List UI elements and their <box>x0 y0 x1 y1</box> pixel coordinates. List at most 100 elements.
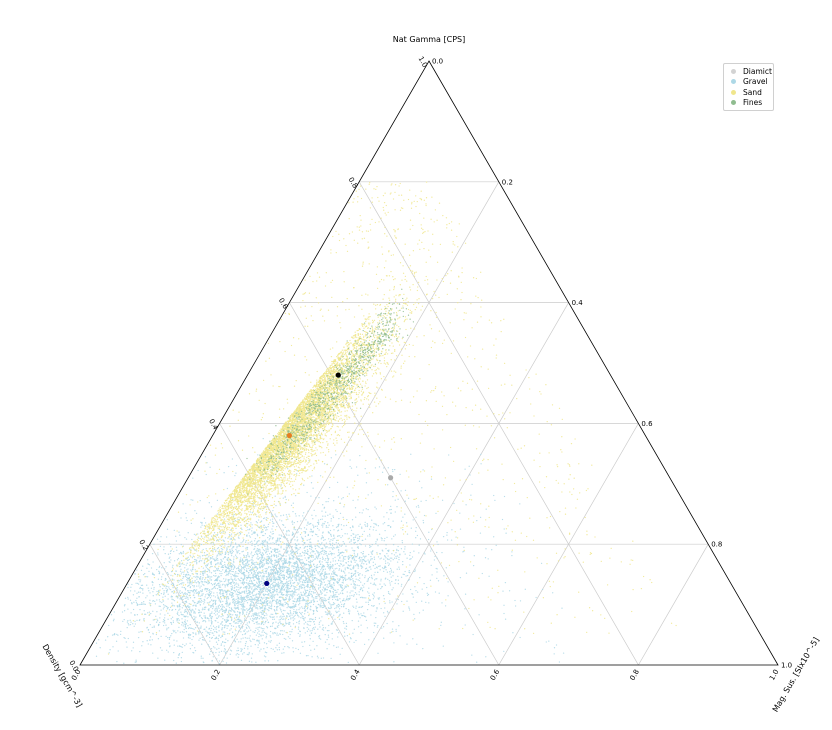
data-point <box>280 545 282 547</box>
data-point <box>136 597 138 599</box>
data-point <box>258 552 260 554</box>
data-point <box>201 609 204 611</box>
data-point <box>485 508 487 510</box>
data-point <box>181 582 183 584</box>
data-point <box>441 602 443 604</box>
data-point <box>290 618 292 620</box>
data-point <box>245 556 247 559</box>
data-point <box>278 591 280 594</box>
data-point <box>300 536 303 538</box>
data-point <box>388 580 391 582</box>
data-point <box>304 621 307 623</box>
data-point <box>221 580 223 583</box>
data-point <box>289 576 291 579</box>
data-point <box>339 535 341 537</box>
data-point <box>292 590 294 593</box>
data-point <box>206 617 208 619</box>
data-point <box>138 595 140 598</box>
data-point <box>360 567 363 569</box>
data-point <box>393 661 395 663</box>
data-point <box>335 591 337 594</box>
data-point <box>206 554 209 556</box>
data-point <box>173 605 176 607</box>
data-point <box>328 581 331 583</box>
data-point <box>234 574 236 576</box>
data-point <box>241 621 243 624</box>
data-point <box>302 561 304 564</box>
data-point <box>336 596 339 598</box>
data-point <box>322 629 325 631</box>
data-point <box>365 555 367 557</box>
data-point <box>219 586 222 588</box>
data-point <box>428 531 430 533</box>
data-point <box>211 660 213 662</box>
data-point <box>308 581 310 583</box>
data-point <box>333 584 335 587</box>
data-point <box>218 626 220 629</box>
data-point <box>265 602 268 604</box>
data-point <box>269 596 271 599</box>
data-point <box>167 553 170 555</box>
data-point <box>355 639 357 642</box>
data-point <box>376 607 378 609</box>
data-point <box>277 634 279 636</box>
data-point <box>291 534 294 536</box>
data-point <box>338 618 341 620</box>
data-point <box>330 554 333 556</box>
data-point <box>163 618 165 621</box>
data-point <box>362 555 365 557</box>
data-point <box>256 617 258 619</box>
data-point <box>326 561 328 564</box>
data-point <box>312 591 314 593</box>
data-point <box>185 512 187 515</box>
data-point <box>218 660 221 662</box>
data-point <box>244 645 247 647</box>
data-point <box>445 567 447 569</box>
data-point <box>316 558 319 560</box>
data-point <box>206 570 209 573</box>
data-point <box>237 591 240 594</box>
data-point <box>315 515 317 517</box>
data-point <box>371 550 374 553</box>
data-point <box>176 549 178 551</box>
data-point <box>259 606 262 609</box>
data-point <box>272 593 274 595</box>
data-point <box>251 653 253 655</box>
data-point <box>206 589 208 591</box>
data-point <box>322 657 325 659</box>
data-point <box>355 586 357 589</box>
data-point <box>190 583 192 585</box>
data-point <box>384 529 386 532</box>
data-point <box>235 472 237 474</box>
data-point <box>138 579 140 581</box>
data-point <box>248 615 250 618</box>
data-point <box>211 607 214 610</box>
data-point <box>519 600 522 602</box>
data-point <box>229 602 231 604</box>
data-point <box>228 565 231 567</box>
data-point <box>267 608 269 611</box>
data-point <box>263 597 265 599</box>
data-point <box>331 565 333 567</box>
data-point <box>215 620 217 622</box>
data-point <box>256 522 258 524</box>
data-point <box>376 626 379 628</box>
data-point <box>303 484 305 486</box>
data-point <box>271 587 273 589</box>
data-point <box>158 565 161 568</box>
data-point <box>548 640 550 642</box>
data-point <box>251 608 254 611</box>
data-point <box>325 594 327 596</box>
data-point <box>258 578 260 580</box>
data-point <box>201 636 203 639</box>
data-point <box>291 564 293 567</box>
data-point <box>253 618 255 620</box>
data-point <box>156 620 159 622</box>
data-point <box>238 617 240 619</box>
data-point <box>373 638 375 640</box>
data-point <box>370 551 372 553</box>
data-point <box>194 627 197 629</box>
data-point <box>421 588 423 590</box>
data-point <box>325 557 327 560</box>
data-point <box>322 549 324 551</box>
